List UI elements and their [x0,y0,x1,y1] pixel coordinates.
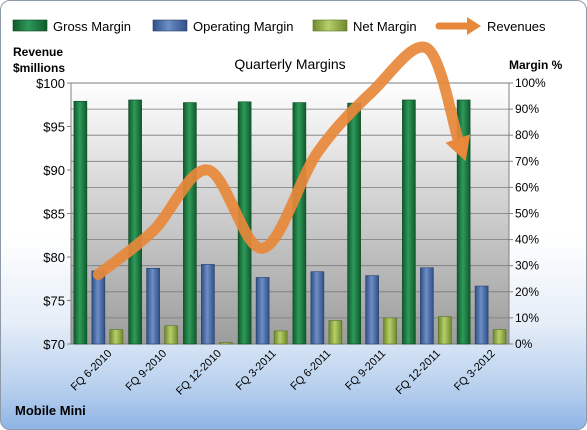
legend-swatch [312,19,348,32]
right-tick-label: 10% [515,311,539,325]
bar-operating-margin [474,285,489,345]
revenue-arrowhead [445,134,471,162]
bar-gross-margin [128,99,142,345]
category-label: FQ 12-2011 [394,348,443,397]
bar-net-margin [492,329,507,345]
bar-operating-margin [365,275,379,345]
legend-swatch [12,19,48,32]
legend-label: Revenues [487,19,546,34]
bar-net-margin [109,329,124,345]
revenue-line [92,41,464,280]
category-label: FQ 9-2011 [343,348,388,393]
left-tick-label: $100 [36,76,65,91]
right-tick-label: 40% [515,233,539,247]
bar-net-margin [328,320,343,345]
left-tick-label: $75 [43,294,65,309]
legend-label: Net Margin [353,19,417,34]
category-label: FQ 6-2010 [69,348,115,394]
right-tick-label: 100% [515,76,546,90]
bar-gross-margin [73,100,88,345]
left-tick-label: $95 [43,120,65,135]
bar-gross-margin [402,99,416,345]
right-tick-label: 50% [515,207,539,221]
bar-operating-margin [91,270,106,345]
category-label: FQ 3-2011 [234,348,279,393]
right-tick-label: 60% [515,180,539,194]
left-axis-label: $millions [13,61,65,75]
left-tick-label: $90 [43,163,65,178]
bar-operating-margin [310,271,325,345]
legend-swatch-arrow [467,17,481,35]
category-label: FQ 3-2012 [452,348,498,394]
right-tick-label: 20% [515,285,539,299]
bar-net-margin [219,342,233,345]
right-tick-label: 30% [515,259,539,273]
company-label: Mobile Mini [15,403,86,418]
bar-net-margin [273,330,288,345]
left-tick-label: $70 [43,337,65,352]
bar-operating-margin [146,268,160,345]
bar-operating-margin [420,267,434,345]
category-label: FQ 6-2011 [288,348,333,393]
bar-gross-margin [292,102,307,345]
legend-label: Gross Margin [53,19,131,34]
bar-operating-margin [255,277,270,345]
legend-swatch [152,19,188,32]
bar-net-margin [383,317,397,345]
bar-operating-margin [201,264,215,345]
category-label: FQ 9-2010 [124,348,170,394]
left-tick-label: $85 [43,207,65,222]
right-tick-label: 90% [515,102,539,116]
bar-gross-margin [183,102,197,345]
left-axis-label: Revenue [13,45,63,59]
right-axis-label: Margin % [509,58,563,72]
legend-label: Operating Margin [193,19,293,34]
chart-title: Quarterly Margins [234,56,345,72]
bar-net-margin [164,325,178,345]
right-tick-label: 80% [515,128,539,142]
right-tick-label: 0% [515,337,533,351]
category-label: FQ 12-2010 [174,348,224,398]
bar-net-margin [438,316,452,345]
left-tick-label: $80 [43,250,65,265]
right-tick-label: 70% [515,154,539,168]
bar-gross-margin [347,102,361,345]
bar-gross-margin [456,99,471,345]
